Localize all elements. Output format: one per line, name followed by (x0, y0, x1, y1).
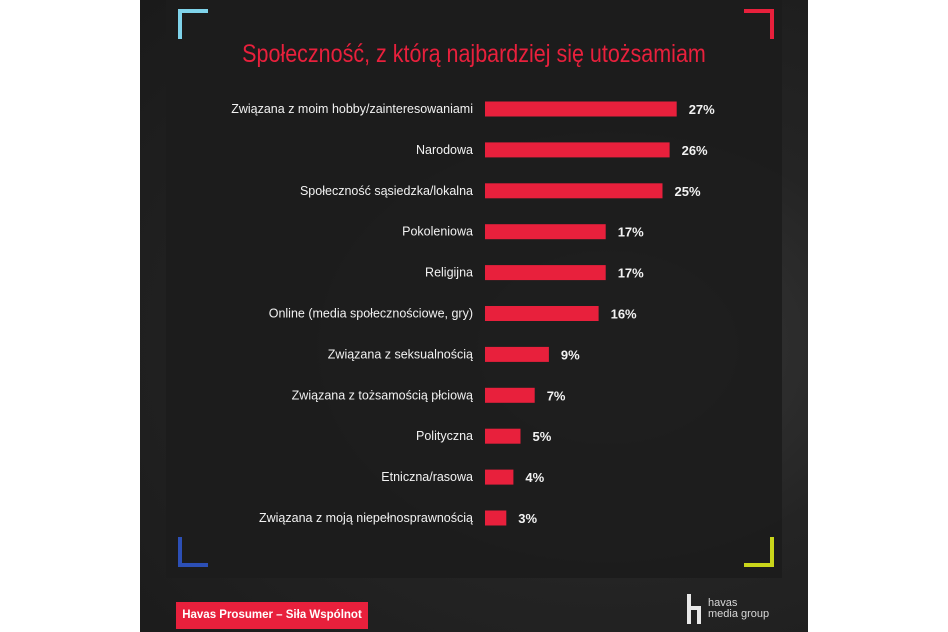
category-label: Związana z seksualnością (328, 347, 473, 361)
value-label: 17% (618, 225, 644, 240)
logo-line-1: havas (708, 597, 738, 609)
value-label: 3% (518, 511, 537, 526)
value-label: 27% (689, 102, 715, 117)
value-label: 5% (533, 429, 552, 444)
category-label: Związana z tożsamością płciową (292, 388, 473, 402)
bar (485, 346, 549, 362)
corner-bracket-top-left (178, 9, 208, 39)
category-label: Polityczna (416, 429, 473, 443)
havas-h-logo-icon (686, 594, 704, 624)
value-label: 7% (547, 388, 566, 403)
bar-chart: Związana z moim hobby/zainteresowaniami 2… (231, 101, 715, 526)
chart-panel: Społeczność, z którą najbardziej się uto… (140, 0, 808, 632)
havas-logo: havas media group (686, 593, 769, 625)
category-label: Związana z moją niepełnosprawnością (259, 511, 473, 525)
bar (485, 469, 514, 485)
bar (485, 510, 507, 526)
logo-text: havas media group (708, 598, 769, 620)
chart-title: Społeczność, z którą najbardziej się uto… (242, 40, 706, 68)
bar (485, 101, 677, 117)
bar (485, 183, 663, 199)
category-label: Narodowa (416, 143, 473, 157)
category-label: Związana z moim hobby/zainteresowaniami (231, 102, 473, 116)
bar (485, 265, 606, 281)
bar (485, 428, 521, 444)
value-label: 17% (618, 266, 644, 281)
value-label: 25% (675, 184, 701, 199)
footer-source-tag: Havas Prosumer – Siła Wspólnot (176, 602, 368, 629)
value-label: 9% (561, 347, 580, 362)
category-label: Etniczna/rasowa (381, 470, 473, 484)
category-label: Online (media społecznościowe, gry) (269, 307, 473, 321)
bar (485, 387, 535, 403)
category-label: Społeczność sąsiedzka/lokalna (300, 184, 473, 198)
bar (485, 224, 606, 240)
value-label: 16% (611, 307, 637, 322)
corner-bracket-bottom-right (744, 537, 774, 567)
category-label: Religijna (425, 266, 473, 280)
value-label: 26% (682, 143, 708, 158)
bar (485, 142, 670, 158)
logo-line-2: media group (708, 608, 770, 620)
corner-bracket-bottom-left (178, 537, 208, 567)
bar (485, 306, 599, 321)
corner-bracket-top-right (744, 9, 774, 39)
category-label: Pokoleniowa (402, 225, 473, 239)
value-label: 4% (525, 470, 544, 485)
chart-inner-panel (166, 0, 782, 578)
